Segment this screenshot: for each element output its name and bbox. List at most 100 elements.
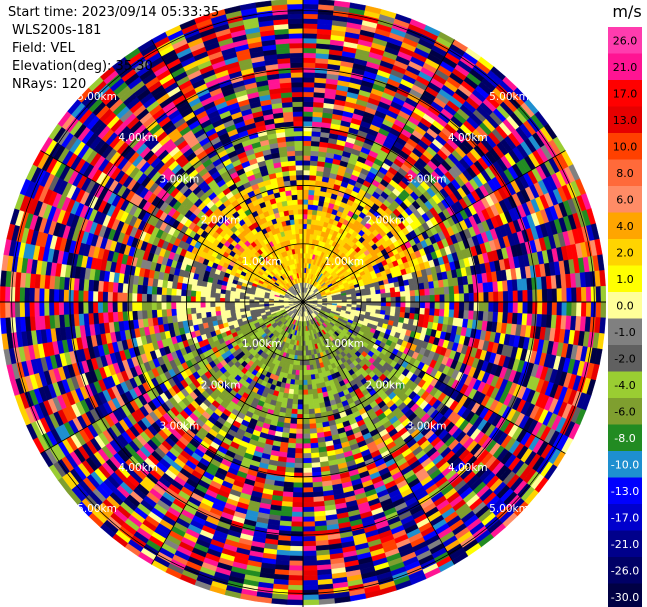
- range-gate: [298, 370, 304, 376]
- range-gate: [302, 384, 308, 391]
- range-gate: [302, 496, 314, 503]
- range-gate: [379, 288, 386, 295]
- range-gate: [580, 286, 587, 303]
- range-gate: [380, 293, 387, 299]
- range-gate: [532, 289, 538, 303]
- range-gate: [306, 218, 312, 225]
- range-gate: [468, 301, 475, 312]
- range-gate: [302, 453, 312, 459]
- range-gate: [286, 447, 296, 454]
- range-gate: [309, 423, 317, 430]
- range-gate: [394, 286, 401, 293]
- range-gate: [311, 130, 322, 137]
- range-gate: [302, 540, 317, 547]
- range-gate: [561, 287, 568, 303]
- range-gate: [380, 297, 387, 303]
- range-gate: [311, 135, 321, 142]
- range-gate: [297, 404, 304, 410]
- range-gate: [308, 189, 315, 196]
- range-gate: [302, 492, 314, 498]
- range-gate: [286, 599, 304, 606]
- range-gate: [312, 111, 324, 118]
- range-gate: [302, 164, 311, 171]
- range-gate: [302, 96, 314, 103]
- range-gate: [292, 394, 299, 400]
- range-gate: [546, 288, 553, 303]
- range-gate: [502, 301, 509, 313]
- range-gate: [302, 521, 316, 528]
- range-gate: [308, 403, 315, 410]
- range-gate: [302, 457, 312, 464]
- range-gate: [309, 432, 318, 439]
- range-gate: [483, 292, 489, 303]
- range-gate: [311, 209, 318, 216]
- range-gate: [287, 442, 296, 449]
- range-gate: [318, 0, 335, 6]
- range-gate: [517, 290, 524, 303]
- range-gate: [443, 286, 450, 295]
- range-gate: [571, 301, 577, 317]
- range-gate: [310, 442, 319, 449]
- range-gate: [311, 462, 321, 469]
- range-gate: [310, 452, 320, 459]
- range-gate: [458, 301, 465, 311]
- range-gate: [293, 477, 304, 484]
- range-gate: [308, 194, 315, 201]
- range-gate: [302, 145, 312, 151]
- range-gate: [302, 438, 311, 444]
- range-gate: [308, 418, 317, 425]
- range-gate: [302, 189, 310, 195]
- range-gate: [288, 575, 304, 581]
- range-gate: [302, 81, 315, 88]
- range-gate: [282, 486, 294, 493]
- range-gate: [463, 301, 470, 311]
- range-gate: [438, 308, 445, 318]
- range-gate: [478, 292, 485, 303]
- range-gate: [306, 379, 312, 386]
- range-gate: [576, 287, 582, 303]
- range-gate: [483, 301, 489, 312]
- range-gate: [295, 428, 304, 435]
- range-gate: [409, 307, 416, 314]
- range-gate: [439, 301, 445, 310]
- range-gate: [434, 294, 441, 303]
- range-gate: [307, 389, 313, 395]
- range-gate: [453, 285, 460, 295]
- range-gate: [297, 399, 304, 405]
- range-gate: [302, 531, 316, 537]
- range-gate: [287, 437, 297, 444]
- range-gate: [302, 18, 319, 25]
- range-gate: [429, 308, 436, 317]
- range-gate: [307, 394, 314, 400]
- range-gate: [289, 545, 304, 552]
- range-gate: [307, 199, 314, 206]
- range-gate: [556, 288, 563, 303]
- range-gate: [463, 310, 470, 320]
- range-gate: [541, 301, 548, 316]
- range-gate: [448, 309, 455, 319]
- range-gate: [566, 301, 573, 317]
- range-gate: [302, 169, 311, 176]
- range-gate: [302, 511, 315, 518]
- range-gate: [305, 350, 309, 356]
- range-gate: [291, 511, 304, 518]
- range-gate: [497, 301, 504, 313]
- range-gate: [310, 374, 316, 381]
- range-gate: [302, 130, 313, 137]
- range-gate: [375, 293, 382, 299]
- range-gate: [284, 467, 295, 474]
- range-gate: [296, 423, 304, 430]
- range-gate: [294, 448, 304, 454]
- range-gate: [400, 301, 406, 308]
- range-gate: [302, 399, 309, 405]
- range-gate: [306, 374, 312, 381]
- range-gate: [286, 452, 296, 459]
- range-gate: [361, 295, 367, 300]
- range-gate: [295, 433, 304, 440]
- range-gate: [302, 28, 318, 34]
- range-gate: [310, 155, 319, 162]
- range-gate: [271, 598, 288, 605]
- range-gate: [551, 288, 558, 303]
- range-gate: [302, 394, 309, 400]
- range-gate: [302, 47, 317, 54]
